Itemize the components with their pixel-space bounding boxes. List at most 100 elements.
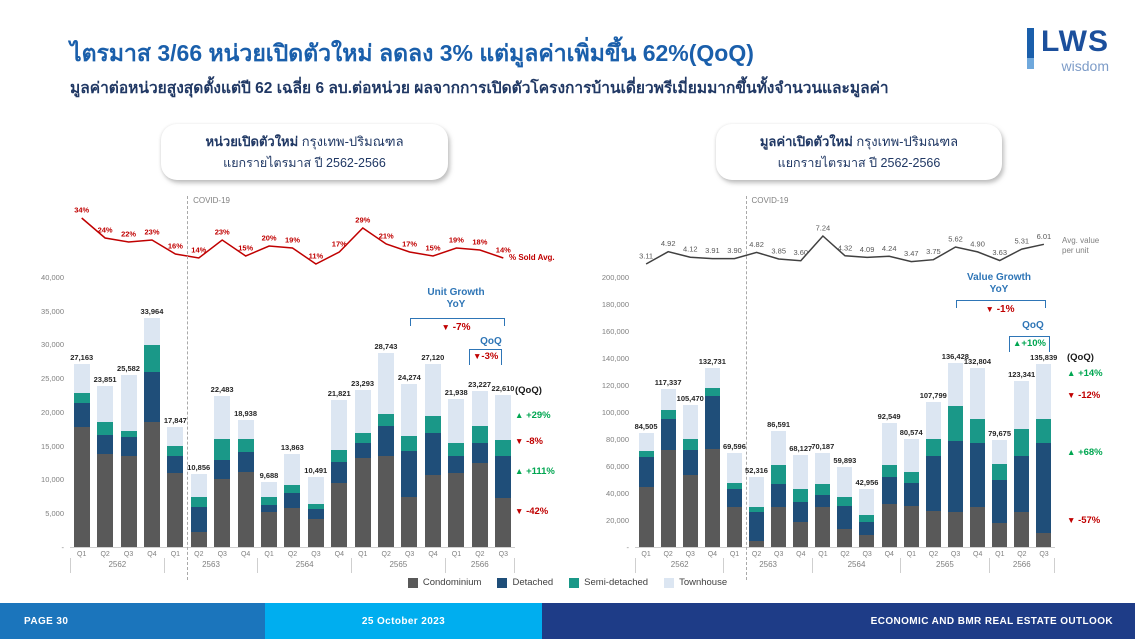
bar-segment-semi-detached xyxy=(815,483,831,495)
value-growth-yoy-title: Value Growth YoY xyxy=(929,272,1069,296)
y-axis-tick: - xyxy=(626,542,630,552)
bar-segment-semi-detached xyxy=(1014,428,1030,456)
year-labels-row: 2562 2563 2564 2565 2566 xyxy=(70,558,515,574)
stacked-bar xyxy=(771,430,787,548)
quarter-label: Q1 xyxy=(451,551,462,559)
unit-growth-line2: YoY xyxy=(446,299,466,311)
bar-segment-detached xyxy=(448,456,465,474)
bar-segment-detached xyxy=(424,432,441,475)
bar-segment-townhouse xyxy=(925,401,941,440)
bar-segment-townhouse xyxy=(354,390,371,433)
bar-segment-townhouse xyxy=(660,389,676,410)
chart-legend: Condominium Detached Semi-detached Townhous… xyxy=(0,577,1135,588)
sold-avg-trend-line: 34% 24% 22% 23% 16% 14% 23% 15% 20% 19% 11% 17% 29% 2… xyxy=(74,206,511,266)
bar-segment-detached xyxy=(214,459,231,479)
bar-group: 13,863 xyxy=(281,277,304,548)
units-chart-title-pill: หน่วยเปิดตัวใหม่ กรุงเทพ-ปริมณฑล แยกรายไ… xyxy=(161,124,448,181)
units-qoq-side-legend: (QoQ) ▲ +29% ▼ -8% ▲ +111% ▼ -42% xyxy=(507,192,577,547)
quarter-label: Q2 xyxy=(100,551,110,559)
trend-point-label: 17% xyxy=(332,240,347,249)
footer-date: 25 October 2023 xyxy=(265,603,542,639)
y-axis-tick: 15,000 xyxy=(41,441,64,451)
logo-bar-top xyxy=(1027,28,1034,58)
trend-point-label: 34% xyxy=(74,206,89,215)
bar-segment-semi-detached xyxy=(660,409,676,420)
quarter-label: Q3 xyxy=(217,551,227,559)
qoq-percent: -3% xyxy=(481,351,499,363)
bar-total-label: 69,596 xyxy=(722,442,746,452)
units-bars: 27,163 23,851 25,582 33,964 17,847 10,856 22,4… xyxy=(70,277,515,548)
year-group-label: 2564 xyxy=(811,558,900,574)
stacked-bar xyxy=(793,455,809,548)
bar-segment-townhouse xyxy=(190,474,207,497)
bar-group: 59,893 xyxy=(833,277,856,548)
bar-segment-condominium xyxy=(837,528,853,548)
bar-segment-townhouse xyxy=(881,422,897,466)
bar-segment-condominium xyxy=(660,450,676,548)
stacked-bar xyxy=(749,476,765,548)
bar-segment-condominium xyxy=(448,473,465,548)
bar-total-label: 10,856 xyxy=(187,463,211,473)
bar-segment-semi-detached xyxy=(682,439,698,451)
trend-point-label: 3.11 xyxy=(639,252,653,261)
quarter-label: Q2 xyxy=(381,551,391,559)
legend-item-condominium: Condominium xyxy=(407,577,481,588)
bar-total-label: 23,851 xyxy=(93,375,117,385)
qoq-change-value: -12% xyxy=(1078,390,1101,402)
bar-total-label: 10,491 xyxy=(304,465,328,475)
trend-point-label: 3.60 xyxy=(793,249,808,258)
year-group-label: 2566 xyxy=(444,558,515,574)
bar-segment-townhouse xyxy=(771,430,787,466)
up-arrow-icon: ▲ xyxy=(1013,338,1022,349)
bar-total-label: 135,839 xyxy=(1030,353,1058,363)
value-chart-area: 200,000 180,000 160,000 140,000 120,000 100,0… xyxy=(589,192,1129,581)
bar-segment-townhouse xyxy=(214,395,231,440)
bar-segment-townhouse xyxy=(448,399,465,443)
y-axis-tick: 160,000 xyxy=(601,326,629,336)
bar-segment-condominium xyxy=(903,505,919,548)
bar-segment-condominium xyxy=(881,504,897,548)
yoy-percent: -7% xyxy=(452,322,471,334)
stacked-bar xyxy=(682,405,698,548)
bar-total-label: 27,163 xyxy=(70,353,94,363)
bar-segment-detached xyxy=(190,506,207,532)
bar-total-label: 79,675 xyxy=(988,428,1012,438)
trend-point-label: 3.90 xyxy=(727,247,742,256)
bar-segment-semi-detached xyxy=(260,496,277,505)
quarter-label: Q3 xyxy=(1039,551,1049,559)
y-axis-tick: 80,000 xyxy=(606,434,629,444)
bar-total-label: 84,505 xyxy=(634,422,658,432)
year-group-label: 2565 xyxy=(900,558,988,574)
quarter-label: Q4 xyxy=(147,551,157,559)
bar-group: 92,549 xyxy=(878,277,901,548)
bar-group: 21,938 xyxy=(445,277,468,548)
quarter-label: Q2 xyxy=(663,551,673,559)
bar-segment-detached xyxy=(704,396,720,449)
quarter-label: Q3 xyxy=(123,551,134,559)
trend-point-label: 14% xyxy=(191,246,206,255)
qoq-change-value: +68% xyxy=(1078,447,1103,459)
bar-segment-detached xyxy=(1036,443,1052,533)
bar-segment-townhouse xyxy=(749,476,765,507)
y-axis-tick: 30,000 xyxy=(41,340,64,350)
bar-segment-semi-detached xyxy=(237,439,254,452)
quarter-label: Q2 xyxy=(475,551,485,559)
value-chart-title: มูลค่าเปิดตัวใหม่ กรุงเทพ-ปริมณฑล xyxy=(760,131,958,152)
bar-segment-townhouse xyxy=(992,439,1008,464)
bar-segment-condominium xyxy=(815,506,831,548)
quarter-label: Q4 xyxy=(796,551,806,559)
bar-segment-detached xyxy=(73,402,90,428)
logo-bar-icon xyxy=(1027,28,1034,69)
y-axis-tick: - xyxy=(61,542,65,552)
qoq-semidetached-change: ▼ -8% xyxy=(515,436,543,447)
bar-segment-detached xyxy=(167,456,184,474)
unit-growth-yoy-title: Unit Growth YoY xyxy=(396,287,516,311)
qoq-title: QoQ xyxy=(1022,320,1044,332)
bar-segment-semi-detached xyxy=(214,439,231,460)
quarter-label: Q2 xyxy=(928,551,939,559)
bar-segment-townhouse xyxy=(903,438,919,472)
bar-group: 23,293 xyxy=(351,277,374,548)
bar-total-label: 22,483 xyxy=(210,384,234,394)
bar-group: 52,316 xyxy=(745,277,768,548)
bar-segment-condominium xyxy=(97,454,114,548)
